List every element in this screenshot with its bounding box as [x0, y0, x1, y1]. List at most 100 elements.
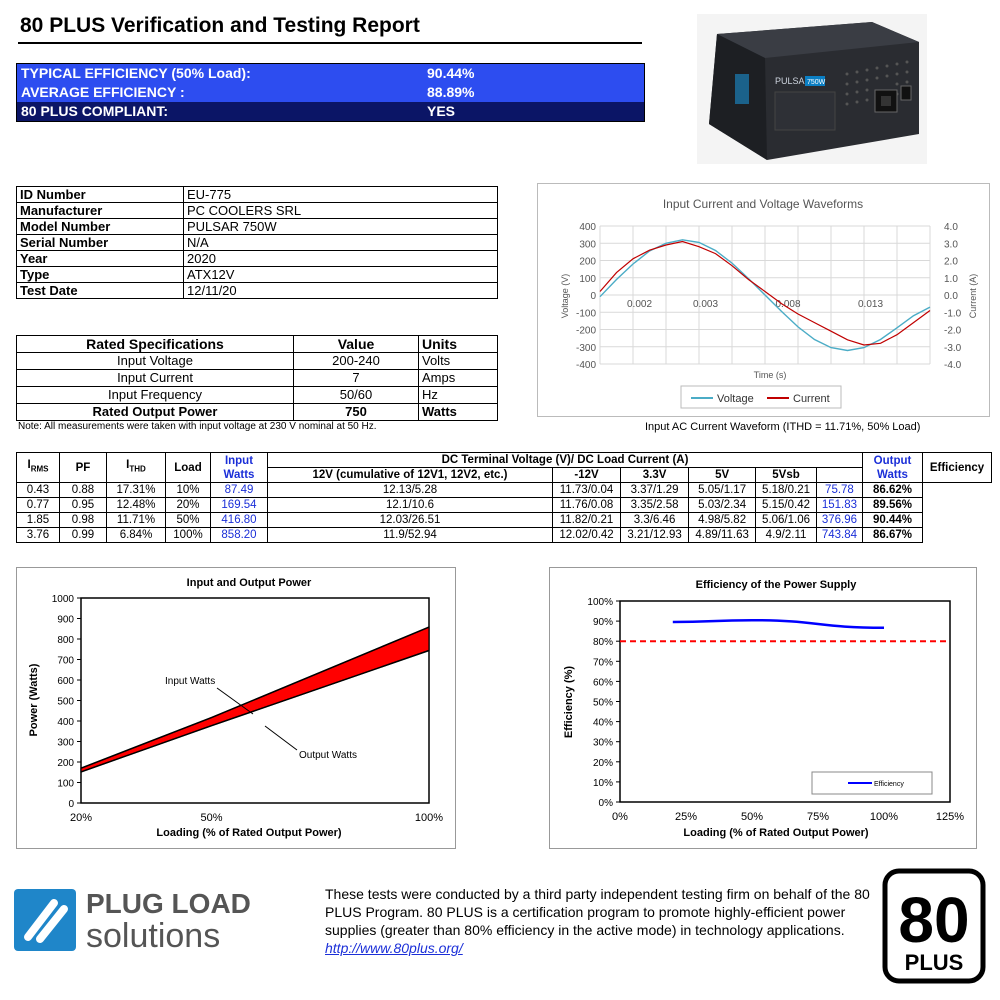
y-tick-label: -200: [576, 326, 596, 337]
x-tick-label: 20%: [70, 812, 92, 824]
summary-value: 88.89%: [427, 84, 475, 100]
annotation-output-watts: Output Watts: [299, 750, 357, 761]
waveform-title: Input Current and Voltage Waveforms: [663, 197, 863, 211]
y-tick-label: 70%: [593, 657, 613, 668]
spec-row: Input Voltage 200-240 Volts: [16, 352, 498, 370]
legend-label: Voltage: [717, 393, 754, 405]
id-value: PULSAR 750W: [183, 218, 498, 235]
efficiency-summary: TYPICAL EFFICIENCY (50% Load): 90.44% AV…: [16, 63, 645, 122]
x-tick-label: 50%: [741, 811, 763, 823]
id-value: EU-775: [183, 186, 498, 203]
x-tick-label: 50%: [200, 812, 222, 824]
y-tick-label: 800: [57, 635, 74, 646]
y-tick-label: 0: [590, 291, 596, 302]
cell-v5sb: 5.15/0.42: [755, 497, 817, 513]
y-tick-label: 100: [579, 274, 596, 285]
y-tick-label: 200: [579, 257, 596, 268]
col-header-load: Load: [165, 452, 211, 483]
x-tick-label: 100%: [870, 811, 898, 823]
id-key: Serial Number: [16, 234, 184, 251]
spec-row: Rated Output Power 750 Watts: [16, 403, 498, 421]
waveform-caption: Input AC Current Waveform (ITHD = 11.71%…: [645, 421, 921, 433]
y-tick-label: 700: [57, 656, 74, 667]
id-key: Test Date: [16, 282, 184, 299]
plot-area: [619, 600, 951, 803]
badge-text: PLUS: [905, 950, 964, 975]
cell-v5: 4.89/11.63: [688, 527, 757, 543]
y-tick-label: 20%: [593, 758, 613, 769]
cell-v5sb: 5.18/0.21: [755, 482, 817, 498]
plug-load-logo: PLUG LOAD solutions: [14, 888, 251, 955]
spec-name: Input Frequency: [16, 386, 294, 404]
id-key: Model Number: [16, 218, 184, 235]
x-tick-label: 25%: [675, 811, 697, 823]
col-header-neg12v: -12V: [551, 467, 622, 483]
cell-irms: 0.43: [16, 482, 60, 498]
efficiency-chart: Efficiency of the Power Supply 0% 10% 20% 30…: [563, 579, 964, 839]
cell-v33: 3.3/6.46: [620, 512, 690, 528]
power-chart: Input and Output Power 0 100 200 300 400 500 60…: [28, 577, 443, 839]
cell-load: 50%: [165, 512, 211, 528]
y-tick-label: 300: [57, 738, 74, 749]
efficiency-chart-container: Efficiency of the Power Supply 0% 10% 20% 30…: [549, 567, 977, 849]
y-axis-label: Power (Watts): [28, 663, 40, 736]
legend-label: Efficiency: [874, 781, 904, 788]
cell-irms: 3.76: [16, 527, 60, 543]
id-key: Year: [16, 250, 184, 267]
y2-tick-label: 2.0: [944, 257, 958, 268]
summary-row-average: AVERAGE EFFICIENCY : 88.89%: [17, 83, 644, 102]
y-tick-label: 300: [579, 239, 596, 250]
cell-efficiency: 89.56%: [862, 497, 923, 513]
summary-label: TYPICAL EFFICIENCY (50% Load):: [21, 65, 251, 81]
footer-link[interactable]: http://www.80plus.org/: [325, 940, 463, 956]
y-tick-label: 90%: [593, 617, 613, 628]
footer-description: These tests were conducted by a third pa…: [325, 885, 880, 957]
power-chart-container: Input and Output Power 0 100 200 300 400 500 60…: [16, 567, 456, 849]
y2-tick-label: 4.0: [944, 222, 958, 233]
input-watts-line: [80, 626, 430, 769]
x-axis-label: Loading (% of Rated Output Power): [683, 827, 868, 839]
cell-vneg12: 11.82/0.21: [551, 512, 622, 528]
cell-load: 20%: [165, 497, 211, 513]
y-tick-label: -300: [576, 343, 596, 354]
product-photo: PULSAR 750W: [697, 14, 927, 164]
spec-name: Rated Output Power: [16, 403, 294, 421]
cell-v5: 5.05/1.17: [688, 482, 757, 498]
y-tick-label: 0: [68, 799, 74, 810]
col-header-5vsb: 5Vsb: [755, 467, 817, 483]
identification-table: ID Number EU-775 Manufacturer PC COOLERS …: [16, 186, 498, 299]
id-row: Test Date 12/11/20: [16, 282, 498, 299]
id-row: ID Number EU-775: [16, 186, 498, 203]
cell-v33: 3.37/1.29: [620, 482, 690, 498]
y-axis-label: Efficiency (%): [563, 666, 575, 738]
id-value: 2020: [183, 250, 498, 267]
spec-row: Input Current 7 Amps: [16, 369, 498, 387]
product-brand-text: PULSAR: [775, 76, 812, 86]
waveform-chart: Input Current and Voltage Waveforms 400 30…: [560, 197, 978, 409]
cell-ithd: 17.31%: [106, 482, 166, 498]
id-row: Manufacturer PC COOLERS SRL: [16, 202, 498, 219]
cell-output-watts: 743.84: [815, 527, 864, 543]
y-tick-label: 30%: [593, 738, 613, 749]
test-row: 3.76 0.99 6.84% 100% 858.20 11.9/52.94 12.02/0…: [16, 527, 992, 543]
summary-label: 80 PLUS COMPLIANT:: [21, 103, 169, 119]
spec-header-name: Rated Specifications: [16, 335, 294, 353]
y-tick-label: 10%: [593, 778, 613, 789]
cell-v12: 12.1/10.6: [267, 497, 553, 513]
y-tick-label: 100: [57, 779, 74, 790]
cell-vneg12: 12.02/0.42: [551, 527, 622, 543]
col-header-input-watts: Input Watts: [210, 452, 268, 483]
y-tick-label: 400: [579, 222, 596, 233]
cell-v5: 4.98/5.82: [688, 512, 757, 528]
cell-v12: 12.13/5.28: [267, 482, 553, 498]
product-model-badge: 750W: [807, 79, 826, 86]
y-tick-label: -100: [576, 308, 596, 319]
y-tick-label: 500: [57, 697, 74, 708]
col-header-12v: 12V (cumulative of 12V1, 12V2, etc.): [267, 467, 553, 483]
cell-load: 10%: [165, 482, 211, 498]
y-tick-label: 100%: [587, 597, 613, 608]
y2-tick-label: -2.0: [944, 326, 962, 337]
cell-efficiency: 90.44%: [862, 512, 923, 528]
summary-value: YES: [427, 103, 456, 119]
cell-v12: 11.9/52.94: [267, 527, 553, 543]
